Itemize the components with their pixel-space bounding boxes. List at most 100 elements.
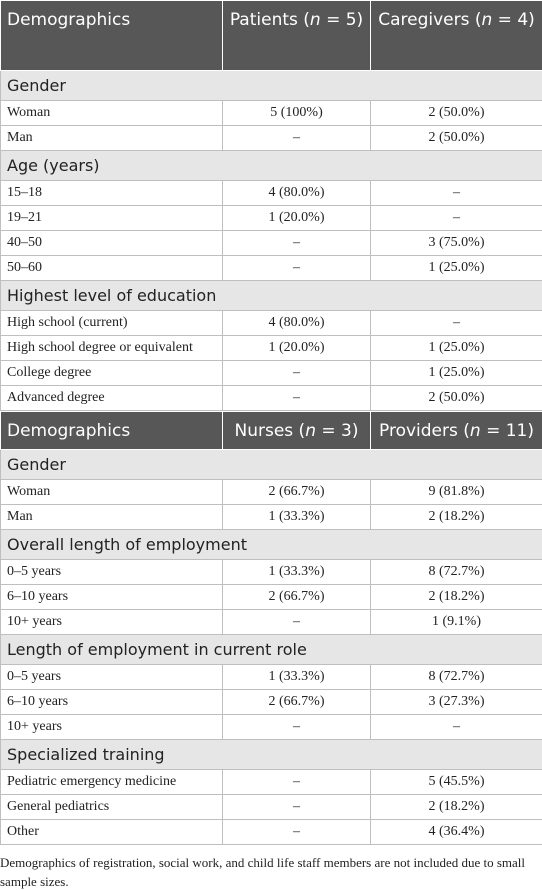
- value-cell: –: [370, 310, 542, 336]
- header-cell: Demographics: [0, 0, 223, 71]
- header-cell: Nurses (n = 3): [222, 411, 371, 450]
- header-cell: Demographics: [0, 411, 223, 450]
- data-table: Demographics Patients (n = 5) Caregivers (…: [0, 0, 542, 411]
- header-text: = 5): [320, 10, 364, 30]
- value-cell: –: [222, 255, 371, 281]
- header-text: n: [309, 10, 321, 30]
- label-cell: 10+ years: [0, 714, 223, 740]
- label-cell: 10+ years: [0, 609, 223, 635]
- value-cell: –: [370, 180, 542, 206]
- header-text: Patients (: [229, 10, 310, 30]
- section-row: Length of employment in current role: [0, 634, 542, 665]
- label-cell: 6–10 years: [0, 584, 223, 610]
- data-row: 10+ years –1 (9.1%): [0, 609, 542, 635]
- value-cell: 2 (66.7%): [222, 479, 371, 505]
- header-row: Demographics Nurses (n = 3) Providers (n =…: [0, 411, 542, 450]
- header-text: n: [481, 10, 493, 30]
- header-text: n: [469, 420, 481, 441]
- section-title: Length of employment in current role: [0, 634, 542, 665]
- value-cell: 2 (18.2%): [370, 794, 542, 820]
- data-row: Woman 5 (100%) 2 (50.0%): [0, 100, 542, 126]
- value-cell: 9 (81.8%): [370, 479, 542, 505]
- header-text: Providers (: [379, 420, 470, 441]
- label-cell: Woman: [0, 100, 223, 126]
- value-cell: 1 (9.1%): [370, 609, 542, 635]
- header-cell: Patients (n = 5): [222, 0, 371, 71]
- data-row: 6–10 years 2 (66.7%) 2 (18.2%): [0, 584, 542, 610]
- value-cell: –: [222, 385, 371, 411]
- value-cell: –: [222, 125, 371, 151]
- section-title: Overall length of employment: [0, 529, 542, 560]
- value-cell: 2 (50.0%): [370, 385, 542, 411]
- data-row: High school degree or equivalent 1 (20.0%…: [0, 335, 542, 361]
- value-cell: 2 (18.2%): [370, 504, 542, 530]
- section-row: Gender: [0, 449, 542, 480]
- section-title: Age (years): [0, 150, 542, 181]
- data-row: Woman 2 (66.7%) 9 (81.8%): [0, 479, 542, 505]
- header-text: = 4): [492, 10, 535, 30]
- value-cell: 2 (18.2%): [370, 584, 542, 610]
- value-cell: –: [222, 794, 371, 820]
- value-cell: 8 (72.7%): [370, 559, 542, 585]
- header-text: Nurses (: [234, 420, 306, 441]
- label-cell: 50–60: [0, 255, 223, 281]
- header-cell: Caregivers (n = 4): [370, 0, 542, 71]
- data-row: Advanced degree –2 (50.0%): [0, 385, 542, 411]
- data-row: 10+ years – –: [0, 714, 542, 740]
- label-cell: 0–5 years: [0, 559, 223, 585]
- value-cell: 1 (20.0%): [222, 335, 371, 361]
- section-row: Specialized training: [0, 739, 542, 770]
- header-text: Demographics: [7, 10, 131, 30]
- section-row: Age (years): [0, 150, 542, 181]
- value-cell: 4 (80.0%): [222, 180, 371, 206]
- section-row: Gender: [0, 70, 542, 101]
- data-row: Pediatric emergency medicine –5 (45.5%): [0, 769, 542, 795]
- label-cell: Man: [0, 504, 223, 530]
- footnote: Demographics of registration, social wor…: [0, 855, 526, 889]
- data-row: 50–60–1 (25.0%): [0, 255, 542, 281]
- value-cell: 1 (20.0%): [222, 205, 371, 231]
- data-table: Demographics Nurses (n = 3) Providers (n =…: [0, 411, 542, 845]
- header-text: = 11): [480, 420, 534, 441]
- data-row: General pediatrics –2 (18.2%): [0, 794, 542, 820]
- data-row: Man 1 (33.3%) 2 (18.2%): [0, 504, 542, 530]
- label-cell: College degree: [0, 360, 223, 386]
- label-cell: High school degree or equivalent: [0, 335, 223, 361]
- value-cell: 2 (50.0%): [370, 125, 542, 151]
- value-cell: 8 (72.7%): [370, 664, 542, 690]
- value-cell: 5 (100%): [222, 100, 371, 126]
- value-cell: 5 (45.5%): [370, 769, 542, 795]
- label-cell: 0–5 years: [0, 664, 223, 690]
- label-cell: Advanced degree: [0, 385, 223, 411]
- label-cell: Other: [0, 819, 223, 845]
- value-cell: 3 (75.0%): [370, 230, 542, 256]
- value-cell: 2 (50.0%): [370, 100, 542, 126]
- data-row: 0–5 years 1 (33.3%) 8 (72.7%): [0, 559, 542, 585]
- label-cell: 19–21: [0, 205, 223, 231]
- value-cell: –: [222, 714, 371, 740]
- value-cell: 3 (27.3%): [370, 689, 542, 715]
- value-cell: –: [222, 360, 371, 386]
- value-cell: –: [222, 230, 371, 256]
- label-cell: Man: [0, 125, 223, 151]
- value-cell: 1 (33.3%): [222, 504, 371, 530]
- data-row: 15–18 4 (80.0%) –: [0, 180, 542, 206]
- section-row: Highest level of education: [0, 280, 542, 311]
- section-title: Gender: [0, 70, 542, 101]
- header-row: Demographics Patients (n = 5) Caregivers (…: [0, 0, 542, 71]
- header-text: = 3): [315, 420, 359, 441]
- value-cell: 4 (36.4%): [370, 819, 542, 845]
- header-text: Demographics: [7, 420, 131, 441]
- value-cell: 1 (25.0%): [370, 360, 542, 386]
- section-title: Specialized training: [0, 739, 542, 770]
- value-cell: –: [222, 609, 371, 635]
- value-cell: 2 (66.7%): [222, 584, 371, 610]
- data-row: Man –2 (50.0%): [0, 125, 542, 151]
- label-cell: 40–50: [0, 230, 223, 256]
- value-cell: 2 (66.7%): [222, 689, 371, 715]
- header-text: n: [305, 420, 316, 441]
- label-cell: 6–10 years: [0, 689, 223, 715]
- data-row: Other –4 (36.4%): [0, 819, 542, 845]
